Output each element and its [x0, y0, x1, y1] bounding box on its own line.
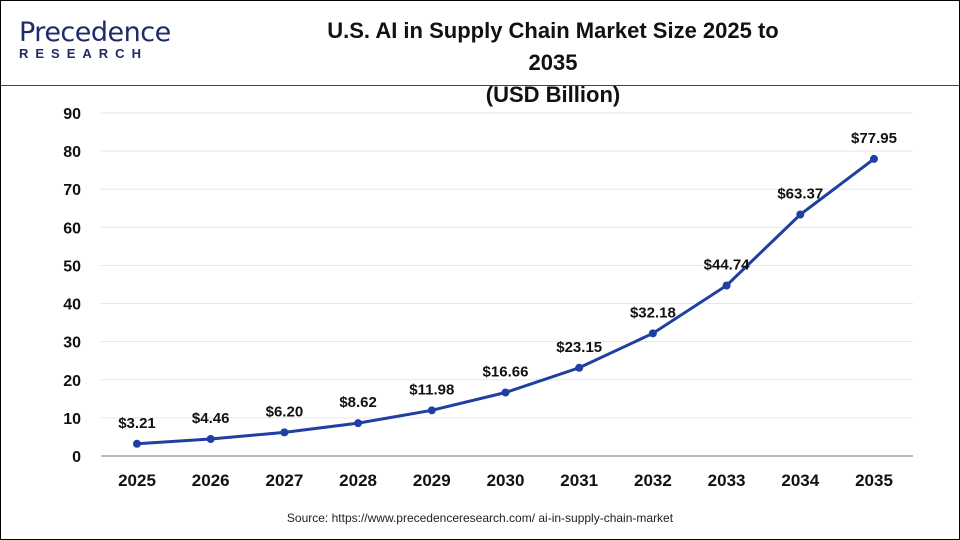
- x-tick-label: 2025: [118, 471, 156, 490]
- data-label: $8.62: [339, 394, 377, 411]
- data-point: [280, 428, 289, 437]
- y-tick-label: 80: [63, 144, 81, 161]
- data-label: $16.66: [483, 364, 529, 381]
- source-note: Source: https://www.precedenceresearch.c…: [286, 511, 674, 525]
- y-tick-label: 10: [63, 411, 81, 428]
- data-point: [575, 363, 584, 372]
- data-label: $32.18: [630, 304, 676, 321]
- data-label: $77.95: [851, 130, 897, 147]
- title-line1: U.S. AI in Supply Chain Market Size 2025…: [327, 18, 779, 75]
- data-label: $3.21: [118, 415, 156, 432]
- logo-line1: Precedence: [19, 17, 171, 48]
- y-tick-label: 30: [63, 335, 81, 352]
- data-point: [427, 406, 436, 415]
- x-tick-label: 2027: [265, 471, 303, 490]
- series-line: [136, 157, 875, 446]
- chart-title: U.S. AI in Supply Chain Market Size 2025…: [301, 15, 805, 111]
- data-label: $11.98: [409, 381, 454, 398]
- logo-line2: RESEARCH: [19, 46, 148, 61]
- data-point: [722, 281, 731, 290]
- y-tick-label: 40: [63, 297, 81, 314]
- data-point: [354, 419, 363, 428]
- x-tick-label: 2032: [634, 471, 672, 490]
- x-tick-label: 2026: [192, 471, 230, 490]
- title-line2: (USD Billion): [485, 82, 621, 107]
- y-tick-label: 20: [63, 373, 81, 390]
- x-tick-label: 2033: [708, 471, 746, 490]
- y-tick-label: 90: [63, 106, 81, 123]
- y-tick-label: 70: [63, 182, 81, 199]
- x-tick-label: 2028: [339, 471, 377, 490]
- data-point: [133, 439, 141, 448]
- data-label: $44.74: [704, 256, 751, 273]
- x-tick-label: 2029: [413, 471, 451, 490]
- header: Precedence RESEARCH U.S. AI in Supply Ch…: [1, 1, 959, 107]
- x-tick-label: 2031: [560, 471, 598, 490]
- data-point: [870, 154, 878, 163]
- data-point: [501, 388, 510, 397]
- precedence-research-logo: Precedence RESEARCH: [19, 19, 171, 61]
- data-point: [648, 329, 657, 338]
- data-point: [206, 435, 215, 444]
- y-tick-label: 50: [63, 258, 81, 275]
- x-tick-label: 2035: [855, 471, 893, 490]
- data-label: $4.46: [192, 410, 230, 427]
- y-tick-label: 60: [63, 220, 81, 237]
- x-tick-label: 2030: [487, 471, 525, 490]
- data-point: [796, 210, 805, 219]
- data-label: $6.20: [266, 403, 304, 420]
- x-tick-label: 2034: [781, 471, 819, 490]
- data-label: $23.15: [556, 339, 602, 356]
- data-label: $63.37: [777, 185, 823, 202]
- y-tick-label: 0: [72, 449, 81, 466]
